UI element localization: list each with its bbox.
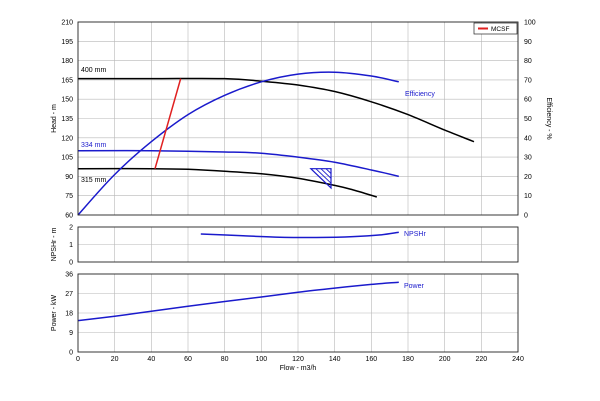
y2-tick-label: 70 — [524, 77, 532, 84]
duty-triangle-hatch — [320, 168, 332, 179]
y-axis-label: Head - m — [51, 104, 58, 133]
curve-label: NPSHr — [404, 231, 426, 238]
series-line-334-mm — [77, 149, 399, 178]
series-line-npshr — [200, 231, 399, 239]
y-tick-label: 27 — [65, 291, 73, 298]
y-tick-label: 105 — [61, 155, 73, 162]
y-axis-label: Power - kW — [51, 295, 58, 332]
x-tick-label: 140 — [329, 356, 341, 363]
y-tick-label: 60 — [65, 213, 73, 220]
plot-frame-head — [77, 21, 519, 216]
y-tick-label: 0 — [69, 260, 73, 267]
x-tick-label: 240 — [512, 356, 524, 363]
plot-frame-npshr — [77, 226, 519, 263]
x-tick-label: 220 — [475, 356, 487, 363]
x-tick-label: 100 — [255, 356, 267, 363]
y2-axis-label: Efficiency - % — [545, 97, 552, 139]
y2-tick-label: 100 — [524, 20, 536, 27]
series-line-315-mm — [77, 167, 378, 198]
x-axis-label: Flow - m3/h — [280, 365, 317, 372]
duty-triangle-marker — [309, 168, 332, 190]
y2-tick-label: 20 — [524, 174, 532, 181]
y2-tick-label: 40 — [524, 135, 532, 142]
y-tick-label: 2 — [69, 225, 73, 232]
curve-label: Power — [404, 283, 425, 290]
y-tick-label: 195 — [61, 39, 73, 46]
x-tick-label: 40 — [147, 356, 155, 363]
y-tick-label: 0 — [69, 350, 73, 357]
curve-label: 315 mm — [81, 177, 106, 184]
y2-tick-label: 60 — [524, 97, 532, 104]
y-tick-label: 90 — [65, 174, 73, 181]
y-tick-label: 36 — [65, 272, 73, 279]
y2-tick-label: 90 — [524, 39, 532, 46]
x-tick-label: 20 — [111, 356, 119, 363]
y2-tick-label: 50 — [524, 116, 532, 123]
x-tick-label: 200 — [439, 356, 451, 363]
y2-tick-label: 0 — [524, 213, 528, 220]
x-tick-label: 120 — [292, 356, 304, 363]
duty-triangle-hatch — [325, 168, 332, 174]
y2-tick-label: 80 — [524, 58, 532, 65]
y-tick-label: 9 — [69, 330, 73, 337]
y-tick-label: 165 — [61, 77, 73, 84]
x-tick-label: 60 — [184, 356, 192, 363]
y-tick-label: 180 — [61, 58, 73, 65]
curve-label: 400 mm — [81, 67, 106, 74]
duty-triangle-hatch — [315, 168, 332, 184]
y-tick-label: 210 — [61, 20, 73, 27]
legend-label-mcsf: MCSF — [491, 26, 509, 33]
y-axis-label: NPSHr - m — [51, 227, 58, 261]
curve-label: 334 mm — [81, 142, 106, 149]
series-line-power — [77, 281, 399, 322]
x-tick-label: 180 — [402, 356, 414, 363]
y-tick-label: 120 — [61, 135, 73, 142]
y2-tick-label: 10 — [524, 193, 532, 200]
y-tick-label: 135 — [61, 116, 73, 123]
series-line-mcsf — [154, 78, 182, 169]
y-tick-label: 18 — [65, 311, 73, 318]
y-tick-label: 150 — [61, 97, 73, 104]
y-tick-label: 75 — [65, 193, 73, 200]
series-line-400-mm — [78, 77, 475, 143]
legend-box — [473, 22, 518, 35]
series-line-efficiency — [77, 71, 399, 216]
x-tick-label: 0 — [76, 356, 80, 363]
x-tick-label: 160 — [365, 356, 377, 363]
plot-frame-power — [77, 273, 519, 353]
y2-tick-label: 30 — [524, 155, 532, 162]
x-tick-label: 80 — [221, 356, 229, 363]
curve-label: Efficiency — [405, 91, 435, 98]
y-tick-label: 1 — [69, 242, 73, 249]
